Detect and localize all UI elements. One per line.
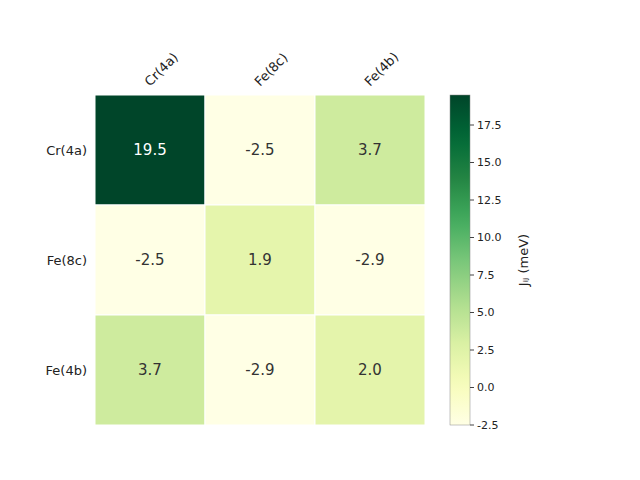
heatmap-cell: [315, 95, 425, 205]
colorbar-tick: [470, 312, 474, 313]
cell-label: 3.7: [358, 141, 382, 159]
cell-label: 2.0: [358, 361, 382, 379]
chart: 19.5 -2.5 3.7 -2.5 1.9 -2.9 3.7 -2.9 2.0 Cr(4a) Fe…: [0, 0, 640, 480]
heatmap-cell: [95, 205, 205, 315]
cell-label: 19.5: [133, 141, 166, 159]
heatmap-cell: [205, 95, 315, 205]
colorbar-tick-label: 12.5: [477, 194, 502, 207]
x-tick-label: Cr(4a): [142, 50, 181, 89]
heatmap-cell: [205, 315, 315, 425]
colorbar-label: Jᵢⱼ (meV): [516, 234, 531, 287]
colorbar-tick: [470, 200, 474, 201]
colorbar-tick-label: 10.0: [477, 231, 502, 244]
heatmap-cell: [95, 95, 205, 205]
heatmap-cell: [205, 205, 315, 315]
cell-label: 3.7: [138, 361, 162, 379]
x-tick-label: Fe(4b): [362, 49, 402, 89]
cell-labels: 19.5 -2.5 3.7 -2.5 1.9 -2.9 3.7 -2.9 2.0: [133, 141, 384, 379]
colorbar-tick: [470, 125, 474, 126]
y-tick-label: Fe(4b): [46, 363, 87, 378]
x-tick-label: Fe(8c): [252, 50, 291, 89]
y-tick-label: Cr(4a): [46, 143, 87, 158]
colorbar-tick: [470, 425, 474, 426]
colorbar-tick-label: 15.0: [477, 156, 502, 169]
colorbar-tick-label: 7.5: [477, 269, 495, 282]
heatmap-cell: [95, 315, 205, 425]
colorbar-tick: [470, 275, 474, 276]
chart-container: 19.5 -2.5 3.7 -2.5 1.9 -2.9 3.7 -2.9 2.0 Cr(4a) Fe…: [0, 0, 640, 480]
cell-label: -2.5: [135, 251, 164, 269]
colorbar-tick: [470, 350, 474, 351]
cell-label: 1.9: [248, 251, 272, 269]
colorbar: [450, 95, 470, 425]
colorbar-tick: [470, 237, 474, 238]
colorbar-tick-label: 17.5: [477, 119, 502, 132]
heatmap-cell: [315, 205, 425, 315]
cells: [95, 95, 425, 425]
colorbar-tick-label: 5.0: [477, 306, 495, 319]
y-tick-label: Fe(8c): [47, 253, 87, 268]
cell-label: -2.9: [245, 361, 274, 379]
colorbar-tick-label: 2.5: [477, 344, 495, 357]
colorbar-tick: [470, 162, 474, 163]
cell-label: -2.5: [245, 141, 274, 159]
colorbar-tick: [470, 387, 474, 388]
cell-label: -2.9: [355, 251, 384, 269]
heatmap-cell: [315, 315, 425, 425]
colorbar-tick-label: -2.5: [477, 419, 498, 432]
colorbar-tick-label: 0.0: [477, 381, 495, 394]
